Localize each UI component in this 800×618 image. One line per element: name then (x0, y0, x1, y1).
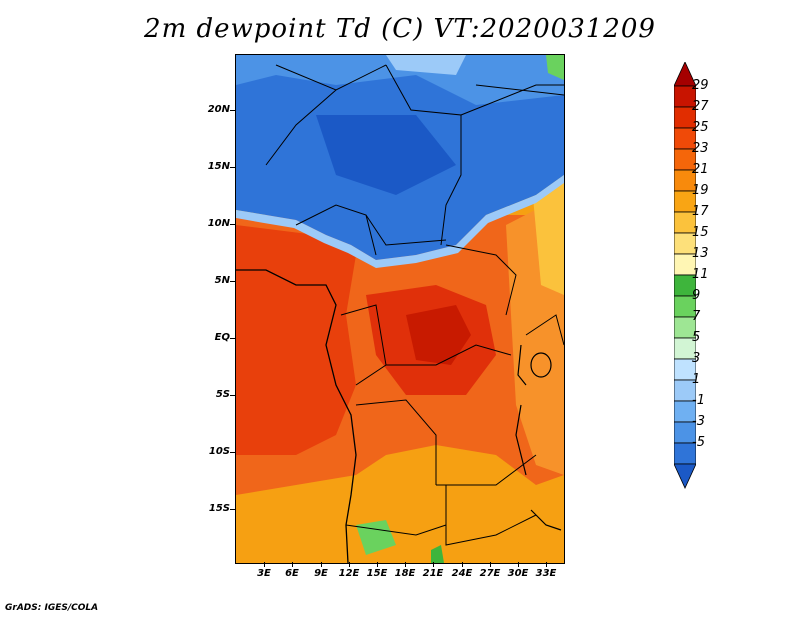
colorbar-label: 11 (692, 267, 709, 282)
colorbar-label: 9 (692, 288, 701, 303)
colorbar-label: -3 (692, 414, 705, 429)
colorbar-label: 27 (692, 99, 709, 114)
coastline (236, 269, 357, 563)
colorbar-label: 21 (692, 162, 709, 177)
lon-label-21E: 21E (422, 568, 444, 579)
lon-label-24E: 24E (451, 568, 473, 579)
colorbar-label: 3 (692, 351, 701, 366)
lon-label-33E: 33E (535, 568, 557, 579)
lon-tick (377, 562, 378, 567)
colorbar-label: 25 (692, 120, 709, 135)
field-green-sw (356, 520, 396, 555)
colorbar-label: 5 (692, 330, 701, 345)
lon-tick (462, 562, 463, 567)
lat-label-EQ: EQ (214, 332, 230, 343)
lon-label-15E: 15E (366, 568, 388, 579)
lat-tick (230, 224, 235, 225)
lon-label-12E: 12E (338, 568, 360, 579)
chart-title: 2m dewpoint Td (C) VT:2020031209 (144, 14, 656, 44)
lat-tick (230, 509, 235, 510)
field-green-ne (546, 55, 564, 80)
lat-tick (230, 110, 235, 111)
lon-tick (518, 562, 519, 567)
lat-tick (230, 452, 235, 453)
lon-label-18E: 18E (394, 568, 416, 579)
lat-label-5N: 5N (214, 275, 230, 286)
colorbar-label: -5 (692, 435, 705, 450)
lon-tick (264, 562, 265, 567)
field-core-red (406, 305, 471, 365)
colorbar-label: 13 (692, 246, 709, 261)
dewpoint-field (236, 55, 564, 563)
lon-label-9E: 9E (314, 568, 328, 579)
lon-label-6E: 6E (285, 568, 299, 579)
lon-tick (349, 562, 350, 567)
great-lakes (515, 344, 562, 531)
lat-label-15S: 15S (208, 503, 230, 514)
country-borders (265, 64, 564, 546)
lon-tick (292, 562, 293, 567)
colorbar-bottom-arrow (674, 463, 696, 489)
field-sahara-dark (316, 115, 456, 195)
colorbar (674, 62, 696, 489)
lat-label-10N: 10N (207, 218, 230, 229)
footer-credit: GrADS: IGES/COLA (5, 603, 99, 613)
lon-label-27E: 27E (479, 568, 501, 579)
colorbar-label: 7 (692, 309, 701, 324)
lat-tick (230, 281, 235, 282)
lon-tick (490, 562, 491, 567)
colorbar-label: 17 (692, 204, 709, 219)
lon-tick (546, 562, 547, 567)
lat-tick (230, 395, 235, 396)
field-north-pale (386, 55, 466, 75)
field-north-light (236, 55, 564, 105)
colorbar-label: 19 (692, 183, 709, 198)
lon-tick (433, 562, 434, 567)
lon-label-3E: 3E (257, 568, 271, 579)
colorbar-label: -1 (692, 393, 705, 408)
lon-tick (321, 562, 322, 567)
field-west-red (236, 225, 356, 455)
colorbar-label: 29 (692, 78, 709, 93)
field-green-s (431, 545, 444, 563)
lon-tick (405, 562, 406, 567)
lat-label-20N: 20N (207, 104, 230, 115)
colorbar-label: 1 (692, 372, 701, 387)
lat-label-5S: 5S (215, 389, 230, 400)
colorbar-label: 15 (692, 225, 709, 240)
lat-label-15N: 15N (207, 161, 230, 172)
lat-tick (230, 167, 235, 168)
lon-label-30E: 30E (507, 568, 529, 579)
map-panel (235, 54, 565, 564)
colorbar-label: 23 (692, 141, 709, 156)
lat-label-10S: 10S (208, 446, 230, 457)
lat-tick (230, 338, 235, 339)
